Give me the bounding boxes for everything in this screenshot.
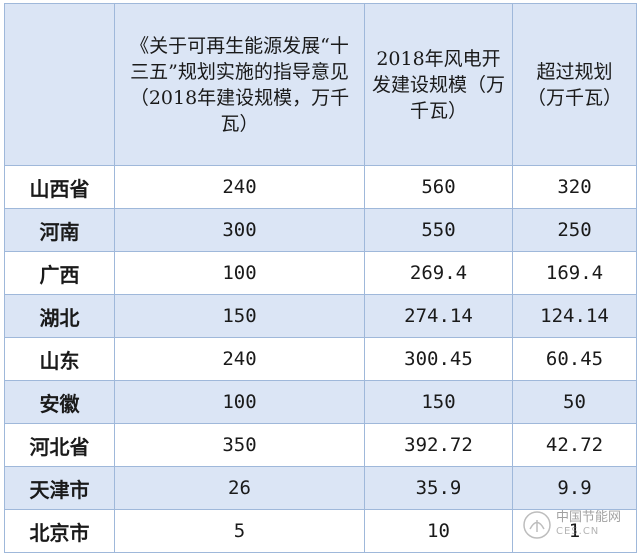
plan-cell: 240 xyxy=(114,337,365,381)
scale-cell: 35.9 xyxy=(364,466,513,510)
region-cell: 湖北 xyxy=(4,294,115,338)
plan-cell: 350 xyxy=(114,423,365,467)
excess-cell: 169.4 xyxy=(512,251,637,295)
table-row: 河南 300 550 250 xyxy=(4,208,637,252)
plan-cell: 240 xyxy=(114,165,365,209)
header-row: 《关于可再生能源发展“十三五”规划实施的指导意见（2018年建设规模，万千瓦） … xyxy=(4,3,637,166)
header-2018-scale: 2018年风电开发建设规模（万千瓦） xyxy=(364,3,513,166)
header-excess: 超过规划（万千瓦） xyxy=(512,3,637,166)
scale-cell: 392.72 xyxy=(364,423,513,467)
table-row: 河北省 350 392.72 42.72 xyxy=(4,423,637,467)
table-row: 天津市 26 35.9 9.9 xyxy=(4,466,637,510)
header-plan: 《关于可再生能源发展“十三五”规划实施的指导意见（2018年建设规模，万千瓦） xyxy=(114,3,365,166)
scale-cell: 10 xyxy=(364,509,513,553)
region-cell: 山东 xyxy=(4,337,115,381)
table-row: 湖北 150 274.14 124.14 xyxy=(4,294,637,338)
excess-cell: 1 xyxy=(512,509,637,553)
table-row: 安徽 100 150 50 xyxy=(4,380,637,424)
scale-cell: 560 xyxy=(364,165,513,209)
region-cell: 河北省 xyxy=(4,423,115,467)
scale-cell: 300.45 xyxy=(364,337,513,381)
excess-cell: 124.14 xyxy=(512,294,637,338)
scale-cell: 550 xyxy=(364,208,513,252)
scale-cell: 274.14 xyxy=(364,294,513,338)
scale-cell: 150 xyxy=(364,380,513,424)
table-row: 北京市 5 10 1 xyxy=(4,509,637,553)
ces-logo-icon xyxy=(523,511,551,539)
excess-cell: 9.9 xyxy=(512,466,637,510)
scale-cell: 269.4 xyxy=(364,251,513,295)
wind-power-table: 《关于可再生能源发展“十三五”规划实施的指导意见（2018年建设规模，万千瓦） … xyxy=(4,3,637,553)
region-cell: 广西 xyxy=(4,251,115,295)
region-cell: 山西省 xyxy=(4,165,115,209)
excess-cell: 250 xyxy=(512,208,637,252)
excess-cell: 42.72 xyxy=(512,423,637,467)
excess-cell: 50 xyxy=(512,380,637,424)
region-cell: 北京市 xyxy=(4,509,115,553)
region-cell: 安徽 xyxy=(4,380,115,424)
table-row: 山西省 240 560 320 xyxy=(4,165,637,209)
region-cell: 河南 xyxy=(4,208,115,252)
plan-cell: 150 xyxy=(114,294,365,338)
plan-cell: 100 xyxy=(114,251,365,295)
watermark-en: CES.CN xyxy=(556,526,600,537)
header-region xyxy=(4,3,115,166)
excess-cell: 320 xyxy=(512,165,637,209)
excess-cell: 60.45 xyxy=(512,337,637,381)
watermark: 中国节能网 CES.CN xyxy=(522,505,632,545)
table-row: 山东 240 300.45 60.45 xyxy=(4,337,637,381)
plan-cell: 26 xyxy=(114,466,365,510)
table-row: 广西 100 269.4 169.4 xyxy=(4,251,637,295)
watermark-cn: 中国节能网 xyxy=(556,510,622,525)
region-cell: 天津市 xyxy=(4,466,115,510)
plan-cell: 300 xyxy=(114,208,365,252)
plan-cell: 5 xyxy=(114,509,365,553)
plan-cell: 100 xyxy=(114,380,365,424)
